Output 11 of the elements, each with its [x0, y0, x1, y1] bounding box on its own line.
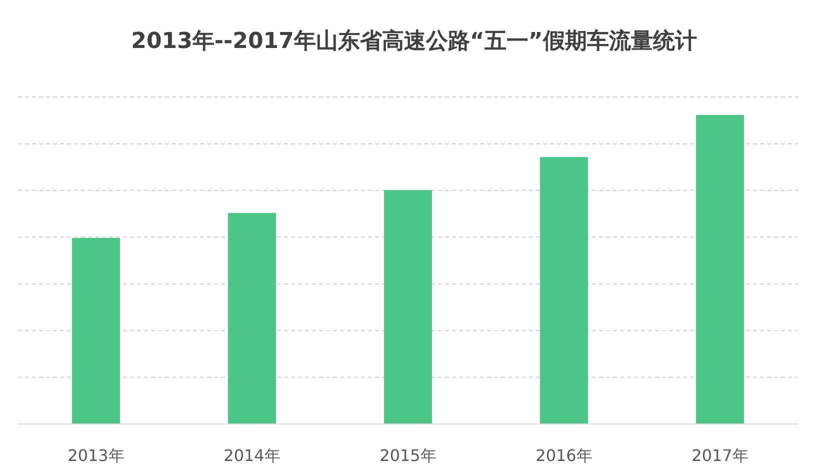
x-tick-label: 2017年: [692, 446, 748, 465]
bar: [384, 190, 432, 424]
bar: [696, 114, 744, 424]
x-tick-label: 2014年: [224, 446, 280, 465]
bar: [540, 157, 588, 424]
x-tick-label: 2016年: [536, 446, 592, 465]
x-tick-label: 2013年: [68, 446, 124, 465]
bar: [228, 212, 276, 424]
x-tick-label: 2015年: [380, 446, 436, 465]
chart-title: 2013年--2017年山东省高速公路“五一”假期车流量统计: [131, 28, 697, 54]
bar: [72, 238, 120, 424]
